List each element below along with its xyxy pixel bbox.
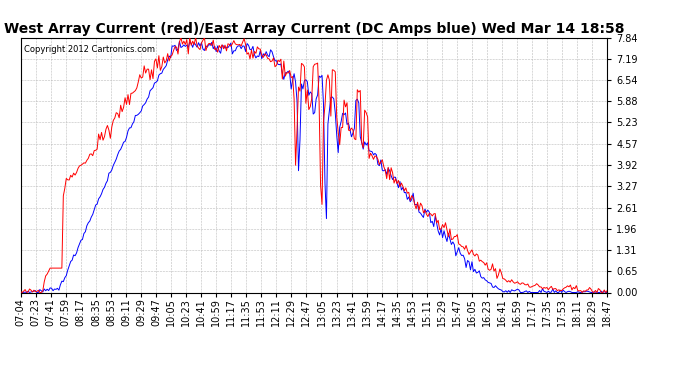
- Title: West Array Current (red)/East Array Current (DC Amps blue) Wed Mar 14 18:58: West Array Current (red)/East Array Curr…: [3, 22, 624, 36]
- Text: Copyright 2012 Cartronics.com: Copyright 2012 Cartronics.com: [23, 45, 155, 54]
